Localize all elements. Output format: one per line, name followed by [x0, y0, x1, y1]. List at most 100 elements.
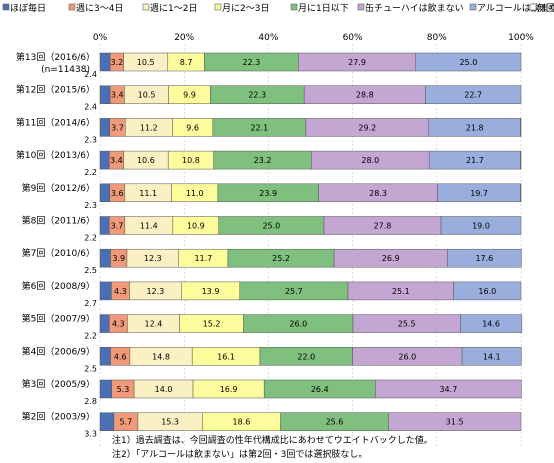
legend-swatch — [529, 3, 537, 11]
legend-swatch — [357, 3, 365, 11]
value-label: 34.7 — [439, 385, 457, 394]
bar-segment — [425, 85, 522, 104]
value-label: 2.3 — [84, 201, 97, 210]
bar-segment — [99, 248, 111, 268]
value-label: 25.1 — [392, 287, 410, 296]
value-label: 19.0 — [472, 222, 490, 231]
category-label: 第12回（2015/6） — [16, 84, 95, 96]
legend-label: 無回答 — [537, 2, 554, 14]
bar-segment — [99, 281, 112, 301]
category-label: 第9回（2012/6） — [22, 182, 95, 194]
category-label: 第13回（2016/6） — [16, 51, 95, 63]
value-label: 26.0 — [398, 352, 416, 361]
value-label: 16.1 — [217, 352, 235, 361]
value-label: 25.5 — [398, 320, 416, 329]
value-label: 3.2 — [110, 58, 123, 67]
x-tick-label: 40% — [258, 33, 278, 43]
value-label: 3.4 — [110, 156, 123, 165]
value-label: 22.3 — [248, 91, 266, 100]
value-label: 25.0 — [459, 58, 477, 67]
value-label: 23.2 — [254, 156, 272, 165]
value-label: 2.2 — [84, 234, 97, 243]
category-label: 第11回（2014/6） — [16, 116, 95, 128]
value-label: 8.7 — [180, 58, 193, 67]
legend-swatch — [68, 3, 76, 11]
footnote: 注1）過去調査は、今回調査の性年代構成比にあわせてウエイトバックした値。 — [112, 434, 433, 446]
value-label: 5.3 — [117, 385, 130, 394]
value-label: 3.6 — [111, 189, 124, 198]
value-label: 16.0 — [478, 287, 496, 296]
value-label: 25.0 — [262, 222, 280, 231]
bar-segment — [460, 314, 523, 333]
value-label: 25.2 — [272, 254, 290, 263]
legend-label: ほぼ毎日 — [10, 2, 46, 14]
value-label: 10.5 — [138, 91, 156, 100]
value-label: 2.8 — [84, 397, 97, 406]
category-label: 第8回（2011/6） — [22, 215, 95, 227]
value-label: 21.8 — [466, 123, 484, 132]
x-axis-ticks: 0% 20% 40% 60% 80% 100% — [93, 33, 534, 43]
bar-segment — [99, 379, 113, 399]
value-label: 17.6 — [475, 254, 493, 263]
value-label: 14.8 — [152, 352, 170, 361]
value-label: 2.7 — [84, 299, 97, 308]
x-tick-label: 80% — [427, 33, 447, 43]
value-label: 12.4 — [145, 320, 163, 329]
legend-swatch — [469, 3, 477, 11]
legend-swatch — [214, 3, 222, 11]
value-label: 2.2 — [84, 332, 97, 341]
category-label: 第4回（2006/9） — [22, 345, 95, 357]
x-tick-label: 100% — [508, 33, 534, 43]
value-label: 28.0 — [361, 156, 379, 165]
bars: 3.2 10.5 8.7 22.3 27.9 25.0 2.4 3.4 10.5 9.9 22.3 2… — [84, 52, 523, 439]
bar-segment — [99, 85, 111, 104]
legend-swatch — [290, 3, 298, 11]
value-label: 2.4 — [84, 70, 97, 79]
bar-segment — [99, 118, 110, 137]
value-label: 2.3 — [84, 135, 97, 144]
legend-label: 週に1～2日 — [150, 3, 197, 14]
value-label: 2.5 — [84, 266, 97, 275]
legend-swatch — [142, 3, 150, 11]
value-label: 19.7 — [470, 189, 488, 198]
value-label: 16.9 — [220, 385, 238, 394]
value-label: 28.8 — [356, 91, 374, 100]
bar-segment — [415, 52, 522, 72]
category-label: 第10回（2013/6） — [16, 149, 95, 161]
value-label: 14.0 — [155, 385, 173, 394]
value-label: 22.1 — [250, 123, 268, 132]
value-label: 11.1 — [139, 189, 157, 198]
legend: ほぼ毎日 週に3～4日 週に1～2日 月に2～3日 月に1日以下 缶チューハイは飲まないア… — [2, 2, 554, 14]
value-label: 2.4 — [84, 103, 97, 112]
value-label: 23.9 — [259, 189, 277, 198]
value-label: 2.5 — [84, 364, 97, 373]
value-label: 10.9 — [187, 222, 205, 231]
value-label: 18.6 — [233, 418, 251, 427]
value-label: 13.9 — [202, 287, 220, 296]
value-label: 22.0 — [297, 352, 315, 361]
value-label: 3.3 — [84, 430, 97, 439]
bar-segment — [99, 347, 111, 366]
bar-segment — [453, 281, 522, 301]
value-label: 28.3 — [369, 189, 387, 198]
value-label: 14.1 — [483, 352, 501, 361]
bar-segment — [447, 248, 522, 268]
value-label: 12.3 — [144, 254, 162, 263]
category-label: 第7回（2010/6） — [22, 247, 95, 259]
value-label: 22.3 — [242, 58, 260, 67]
value-label: 3.4 — [111, 91, 124, 100]
value-label: 14.6 — [482, 320, 500, 329]
x-tick-label: 0% — [93, 33, 108, 43]
value-label: 9.6 — [186, 123, 199, 132]
x-tick-label: 20% — [174, 33, 194, 43]
value-label: 26.0 — [289, 320, 307, 329]
gridlines — [99, 44, 522, 447]
legend-label: 週に3～4日 — [76, 3, 123, 14]
bar-segment — [99, 52, 111, 72]
category-label: 第2回（2003/9） — [22, 411, 95, 423]
legend-label: 月に2～3日 — [222, 3, 269, 14]
value-label: 21.7 — [466, 156, 484, 165]
bar-segment — [461, 347, 522, 366]
